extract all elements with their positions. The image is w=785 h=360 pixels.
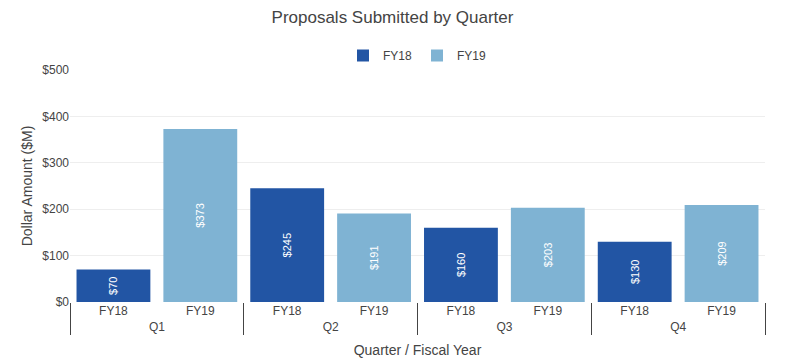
- svg-text:$209: $209: [716, 241, 728, 265]
- svg-text:$191: $191: [368, 245, 380, 269]
- svg-text:$160: $160: [455, 253, 467, 277]
- svg-text:$300: $300: [42, 156, 69, 170]
- svg-text:Q1: Q1: [149, 320, 165, 334]
- svg-text:FY19: FY19: [707, 304, 736, 318]
- svg-text:Proposals Submitted by Quarter: Proposals Submitted by Quarter: [272, 8, 514, 27]
- svg-text:FY18: FY18: [620, 304, 649, 318]
- svg-text:$373: $373: [194, 203, 206, 227]
- svg-text:$70: $70: [107, 277, 119, 295]
- svg-text:Quarter / Fiscal Year: Quarter / Fiscal Year: [354, 342, 482, 358]
- svg-text:FY19: FY19: [186, 304, 215, 318]
- svg-text:$500: $500: [42, 63, 69, 77]
- svg-text:Dollar Amount ($M): Dollar Amount ($M): [19, 126, 35, 247]
- svg-text:FY18: FY18: [447, 304, 476, 318]
- svg-text:$400: $400: [42, 110, 69, 124]
- svg-text:FY19: FY19: [360, 304, 389, 318]
- svg-text:FY19: FY19: [533, 304, 562, 318]
- svg-text:FY18: FY18: [383, 49, 412, 63]
- svg-text:Q2: Q2: [323, 320, 339, 334]
- svg-text:FY18: FY18: [99, 304, 128, 318]
- svg-text:Q4: Q4: [670, 320, 686, 334]
- svg-text:$245: $245: [281, 233, 293, 257]
- svg-text:$203: $203: [542, 243, 554, 267]
- svg-text:$0: $0: [56, 295, 70, 309]
- svg-text:Q3: Q3: [496, 320, 512, 334]
- svg-text:$200: $200: [42, 202, 69, 216]
- svg-text:FY18: FY18: [273, 304, 302, 318]
- svg-text:$130: $130: [629, 260, 641, 284]
- svg-text:FY19: FY19: [457, 49, 486, 63]
- svg-text:$100: $100: [42, 249, 69, 263]
